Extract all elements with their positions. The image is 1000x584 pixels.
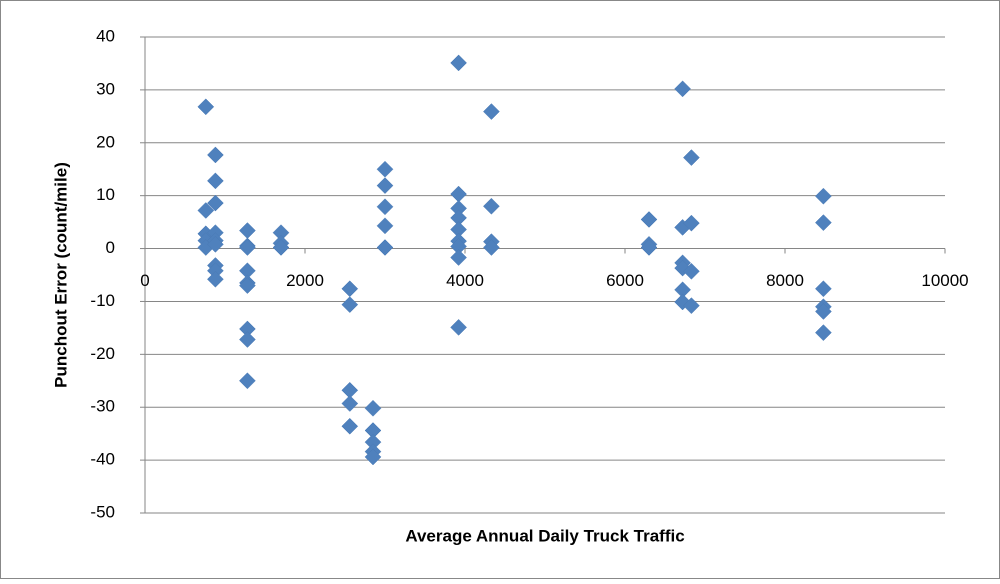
x-tick-label: 6000 <box>606 271 644 290</box>
y-tick-label: -40 <box>90 450 115 469</box>
y-tick-label: 10 <box>96 185 115 204</box>
data-point <box>341 296 359 313</box>
data-point <box>450 54 467 72</box>
x-tick-label: 10000 <box>921 271 968 290</box>
y-tick-label: -50 <box>90 502 115 521</box>
data-point <box>364 399 382 417</box>
data-point <box>815 187 832 205</box>
data-point <box>483 103 500 120</box>
data-point <box>483 197 500 215</box>
data-point <box>207 194 224 212</box>
data-point <box>239 331 256 348</box>
data-point <box>239 372 256 390</box>
y-tick-label: -20 <box>90 344 115 363</box>
data-point <box>207 172 224 190</box>
data-point <box>815 303 832 320</box>
y-tick-label: -10 <box>90 291 115 310</box>
data-point <box>239 277 256 294</box>
data-point <box>376 239 394 256</box>
data-point <box>683 297 700 315</box>
x-axis-title: Average Annual Daily Truck Traffic <box>405 526 684 545</box>
data-point <box>341 417 359 435</box>
data-point <box>364 448 382 466</box>
data-point <box>376 217 394 235</box>
data-point <box>207 270 224 288</box>
data-point <box>197 98 215 116</box>
data-point <box>239 239 256 256</box>
data-point <box>815 214 832 231</box>
data-point <box>483 239 500 256</box>
x-tick-label: 8000 <box>766 271 804 290</box>
data-point <box>640 211 658 228</box>
data-point <box>207 146 224 164</box>
x-tick-label: 0 <box>140 271 149 290</box>
data-point <box>640 239 658 256</box>
data-point <box>272 239 290 256</box>
data-point <box>674 80 691 98</box>
x-tick-label: 4000 <box>446 271 484 290</box>
data-point <box>450 319 467 336</box>
data-point <box>207 235 224 253</box>
data-point <box>376 177 394 194</box>
data-point <box>683 262 700 280</box>
y-axis-title: Punchout Error (count/mile) <box>51 162 70 388</box>
data-point <box>815 324 832 342</box>
y-tick-label: 20 <box>96 132 115 151</box>
data-point <box>683 149 700 166</box>
x-tick-label: 2000 <box>286 271 324 290</box>
data-point <box>450 249 467 266</box>
data-point <box>376 198 394 216</box>
y-tick-label: -30 <box>90 397 115 416</box>
data-point <box>197 202 215 219</box>
data-point <box>341 395 359 412</box>
y-tick-label: 0 <box>106 238 115 257</box>
data-point <box>683 214 700 232</box>
data-point <box>815 280 832 298</box>
y-tick-label: 40 <box>96 26 115 45</box>
data-point <box>376 160 394 178</box>
y-tick-label: 30 <box>96 79 115 98</box>
